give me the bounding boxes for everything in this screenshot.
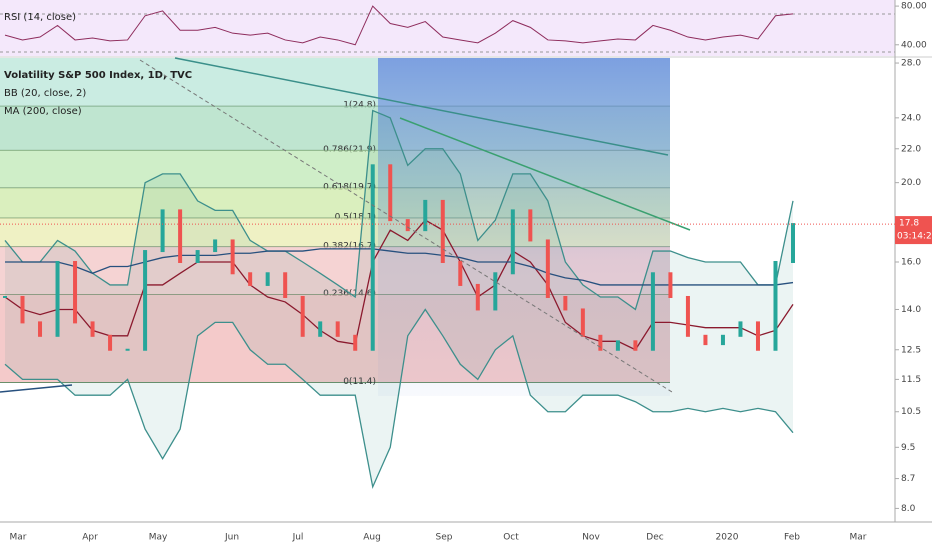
y-tick-label: 8.0 — [901, 504, 916, 514]
candle — [230, 239, 235, 275]
candle — [318, 321, 323, 337]
candle — [38, 321, 43, 337]
trend-line — [0, 384, 73, 393]
candle — [598, 334, 603, 351]
candle — [475, 283, 480, 311]
candle — [545, 239, 550, 298]
fib-label: 0.786(21.9) — [323, 145, 376, 155]
candle — [510, 209, 515, 275]
bb-lower — [4, 308, 794, 490]
candle — [563, 295, 568, 311]
candle — [458, 260, 463, 286]
candle — [335, 321, 340, 337]
candle — [405, 219, 410, 232]
rsi-line — [4, 5, 794, 46]
candle — [160, 209, 165, 253]
rsi-label: RSI (14, close) — [4, 12, 76, 23]
x-tick-label: Nov — [582, 533, 600, 543]
x-tick-label: Dec — [646, 533, 663, 543]
y-tick-label: 12.5 — [901, 345, 921, 355]
chart-title: Volatility S&P 500 Index, 1D, TVC — [4, 70, 192, 81]
rsi-tick-label: 40.00 — [901, 40, 927, 50]
x-tick-label: Apr — [82, 533, 98, 543]
y-tick-label: 28.0 — [901, 59, 921, 69]
x-tick-label: Jul — [292, 533, 304, 543]
candle — [493, 272, 498, 311]
rsi-background — [0, 0, 895, 56]
x-tick-label: Oct — [503, 533, 519, 543]
x-tick-label: May — [149, 533, 168, 543]
fib-label: 0.5(18.1) — [335, 213, 376, 223]
candle — [178, 209, 183, 263]
x-tick-label: Feb — [784, 533, 800, 543]
x-tick-label: Aug — [363, 533, 381, 543]
candle — [370, 164, 375, 351]
y-tick-label: 9.5 — [901, 443, 915, 453]
candle — [73, 260, 78, 324]
bb-basis — [4, 219, 794, 351]
candle — [265, 272, 270, 286]
candle — [108, 334, 113, 351]
indicator-label: BB (20, close, 2) — [4, 88, 86, 99]
fib-label: 0(11.4) — [343, 377, 376, 387]
candle — [440, 199, 445, 263]
y-tick-label: 16.0 — [901, 257, 921, 267]
candle — [773, 260, 778, 351]
candle — [755, 321, 760, 351]
candle — [283, 272, 288, 298]
candle — [703, 334, 708, 346]
ma-200 — [5, 248, 794, 286]
candle — [720, 334, 725, 346]
candle — [353, 334, 358, 351]
y-tick-label: 24.0 — [901, 113, 921, 123]
x-tick-label: 2020 — [716, 533, 739, 543]
candle — [20, 295, 25, 324]
candle — [685, 295, 690, 337]
candle — [143, 250, 148, 351]
candle — [248, 272, 253, 286]
candle — [580, 308, 585, 337]
x-tick-label: Jun — [224, 533, 239, 543]
candle — [738, 321, 743, 337]
fib-label: 1(24.8) — [343, 101, 376, 111]
candle — [633, 340, 638, 351]
fib-label: 0.236(14.6) — [323, 289, 376, 299]
candle — [650, 272, 655, 351]
candle — [90, 321, 95, 337]
candle — [528, 209, 533, 242]
candle — [195, 250, 200, 263]
y-tick-label: 11.5 — [901, 375, 921, 385]
bb-upper — [4, 109, 794, 311]
bb-fill — [5, 110, 793, 487]
x-tick-label: Mar — [850, 533, 867, 543]
last-price-box — [895, 216, 932, 245]
indicator-label: MA (200, close) — [4, 106, 82, 117]
trend-line — [399, 117, 691, 231]
candle — [423, 199, 428, 232]
y-tick-label: 10.5 — [901, 407, 921, 417]
x-tick-label: Mar — [10, 533, 27, 543]
candle — [615, 340, 620, 351]
candle — [668, 272, 673, 298]
rsi-tick-label: 80.00 — [901, 2, 927, 12]
candle — [3, 295, 7, 298]
y-tick-label: 14.0 — [901, 305, 921, 315]
x-tick-label: Sep — [436, 533, 453, 543]
candle — [388, 164, 393, 222]
candle — [55, 260, 60, 337]
candle — [125, 348, 130, 351]
candle — [213, 239, 218, 253]
y-tick-label: 8.7 — [901, 474, 915, 484]
y-tick-label: 22.0 — [901, 144, 921, 154]
fib-label: 0.618(19.7) — [323, 183, 376, 193]
candle — [300, 295, 305, 337]
y-tick-label: 20.0 — [901, 178, 921, 188]
fib-label: 0.382(16.7) — [323, 241, 376, 251]
plot — [3, 109, 795, 490]
last-price-label: 17.8 — [899, 219, 919, 229]
trend-line — [174, 57, 669, 156]
countdown-label: 03:14:26 — [897, 232, 932, 242]
candle — [791, 223, 795, 263]
